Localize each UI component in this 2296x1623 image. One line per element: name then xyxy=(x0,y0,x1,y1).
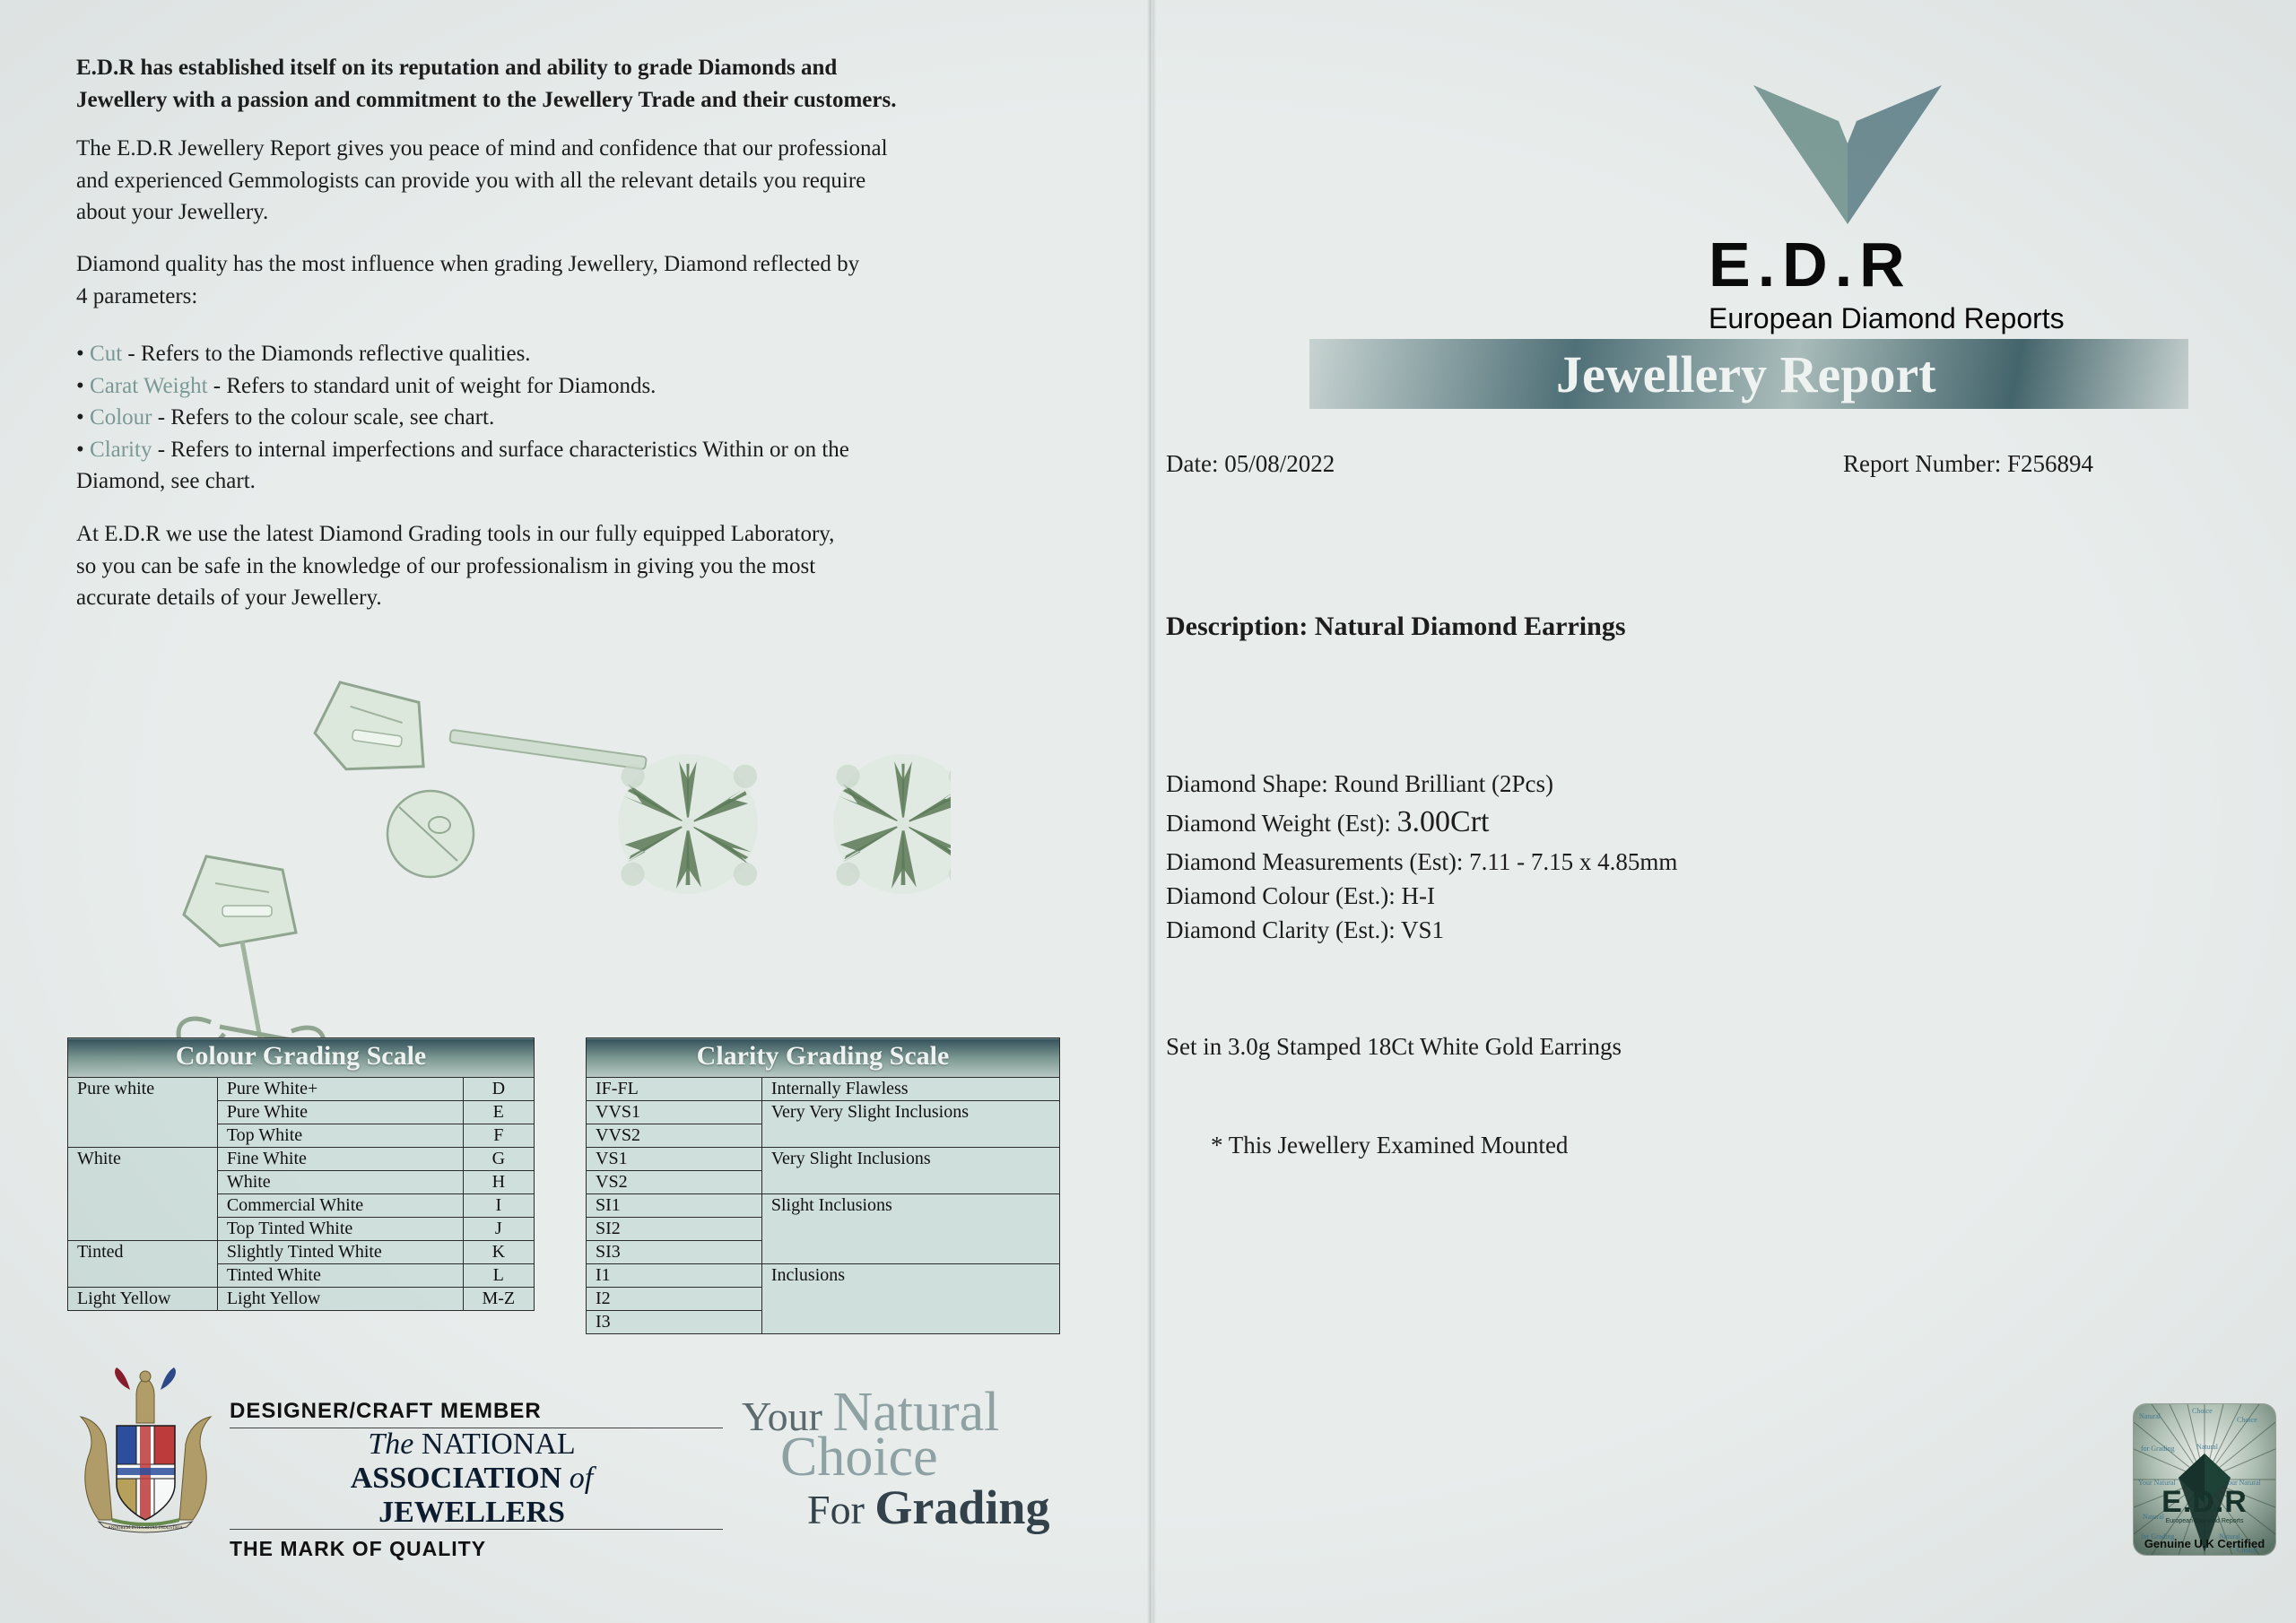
svg-text:E.D.R: E.D.R xyxy=(2161,1485,2248,1519)
svg-text:Choice: Choice xyxy=(2237,1416,2257,1424)
svg-text:Choice: Choice xyxy=(2192,1407,2213,1415)
svg-text:European Diamond Reports: European Diamond Reports xyxy=(2166,1518,2244,1524)
svg-text:for Grading: for Grading xyxy=(2141,1445,2175,1453)
svg-text:Natural: Natural xyxy=(2139,1412,2161,1420)
svg-text:Genuine U.K Certified: Genuine U.K Certified xyxy=(2144,1537,2265,1550)
svg-text:Natural: Natural xyxy=(2196,1443,2219,1451)
svg-text:ARDOREM INTEGRITAS INDUSTRIA: ARDOREM INTEGRITAS INDUSTRIA xyxy=(108,1526,183,1531)
